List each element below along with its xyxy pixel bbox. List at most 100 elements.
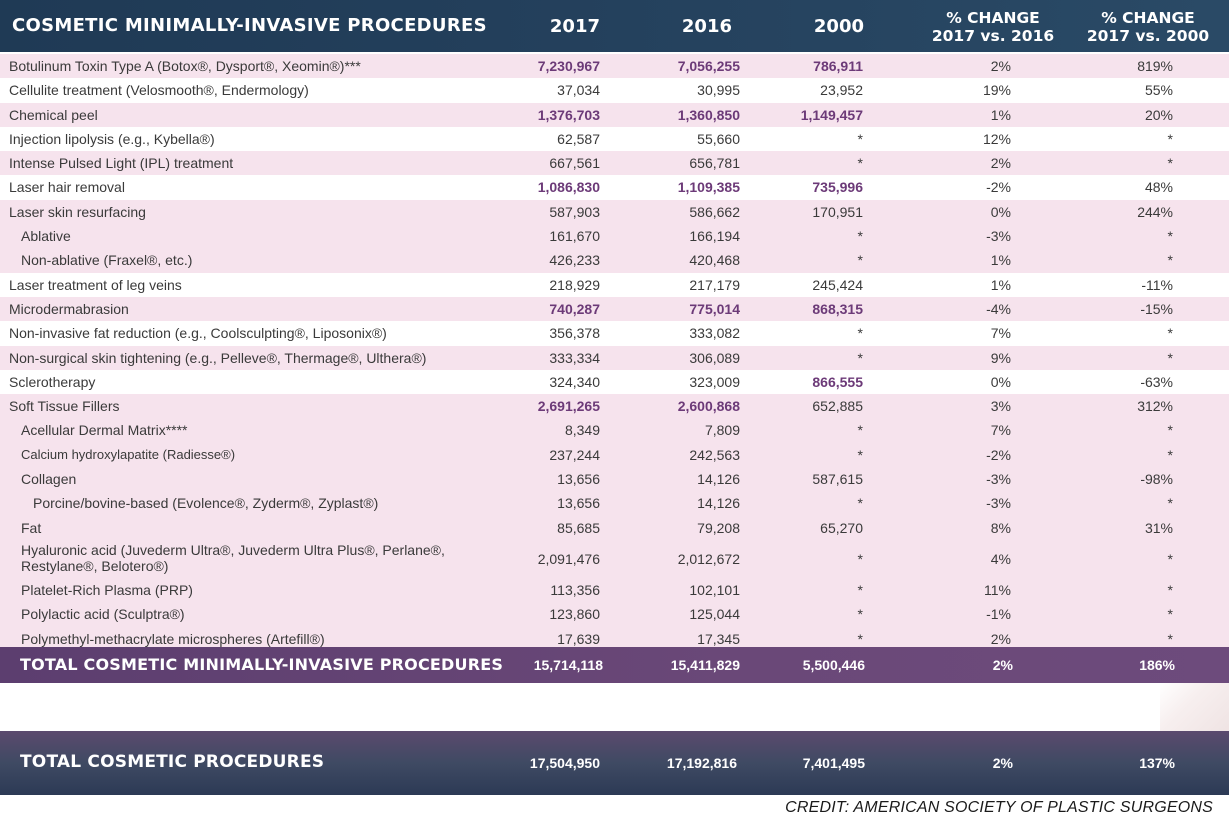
cell-change-2000: 55% bbox=[1144, 82, 1173, 99]
column-header-change-2017-vs-2016: % CHANGE 2017 vs. 2016 bbox=[918, 9, 1068, 45]
row-label: Laser treatment of leg veins bbox=[9, 276, 182, 293]
cell-change-2016: 12% bbox=[982, 130, 1011, 147]
cell-2016: 7,809 bbox=[704, 422, 740, 439]
cell-change-2016: 19% bbox=[982, 82, 1011, 99]
cell-2000: 23,952 bbox=[820, 82, 863, 99]
cell-2016: 2,012,672 bbox=[677, 550, 740, 567]
cell-change-2000: * bbox=[1167, 446, 1173, 463]
cell-2000: 868,315 bbox=[812, 300, 863, 317]
cell-change-2016: 1% bbox=[990, 106, 1011, 123]
cell-2016: 102,101 bbox=[689, 581, 740, 598]
cell-change-2000: -63% bbox=[1140, 373, 1173, 390]
row-label: Non-surgical skin tightening (e.g., Pell… bbox=[9, 349, 427, 366]
table-row: Injection lipolysis (e.g., Kybella®) 62,… bbox=[0, 126, 1229, 152]
cell-2016: 306,089 bbox=[689, 349, 740, 366]
total-change-2000: 186% bbox=[1139, 657, 1175, 673]
row-label: Fat bbox=[21, 519, 42, 536]
cell-change-2016: -2% bbox=[986, 179, 1011, 196]
cell-2017: 123,860 bbox=[549, 606, 600, 623]
cell-change-2000: * bbox=[1167, 349, 1173, 366]
total-change-2000: 137% bbox=[1139, 755, 1175, 771]
cell-2017: 37,034 bbox=[557, 82, 600, 99]
cell-2017: 7,230,967 bbox=[537, 58, 600, 74]
row-label: Cellulite treatment (Velosmooth®, Enderm… bbox=[9, 82, 309, 99]
cell-2016: 242,563 bbox=[689, 446, 740, 463]
cell-2000: * bbox=[857, 606, 863, 623]
cell-change-2000: -98% bbox=[1140, 471, 1173, 488]
cell-change-2016: -3% bbox=[986, 471, 1011, 488]
row-label: Injection lipolysis (e.g., Kybella®) bbox=[9, 130, 215, 147]
cell-change-2000: 244% bbox=[1137, 203, 1173, 220]
cell-change-2016: 2% bbox=[990, 58, 1011, 74]
cell-change-2016: 8% bbox=[990, 519, 1011, 536]
cell-2017: 426,233 bbox=[549, 252, 600, 269]
cell-change-2016: 7% bbox=[990, 422, 1011, 439]
cell-change-2000: 819% bbox=[1137, 58, 1173, 74]
table-row: Fat 85,685 79,208 65,270 8% 31% bbox=[0, 515, 1229, 540]
table-row: Polylactic acid (Sculptra®) 123,860 125,… bbox=[0, 602, 1229, 627]
table-row: Sclerotherapy 324,340 323,009 866,555 0%… bbox=[0, 369, 1229, 395]
cell-2017: 2,691,265 bbox=[537, 398, 600, 415]
cell-2000: * bbox=[857, 155, 863, 172]
cell-2016: 420,468 bbox=[689, 252, 740, 269]
cell-2016: 14,126 bbox=[697, 471, 740, 488]
row-label: Chemical peel bbox=[9, 106, 98, 123]
cell-2016: 1,109,385 bbox=[677, 179, 740, 196]
cell-2000: * bbox=[857, 550, 863, 567]
row-label: Intense Pulsed Light (IPL) treatment bbox=[9, 155, 234, 172]
row-label: Laser hair removal bbox=[9, 179, 125, 196]
table-body: Botulinum Toxin Type A (Botox®, Dysport®… bbox=[0, 54, 1229, 651]
cell-change-2000: 20% bbox=[1144, 106, 1173, 123]
cell-change-2016: 7% bbox=[990, 325, 1011, 342]
cell-2017: 62,587 bbox=[557, 130, 600, 147]
cell-2016: 656,781 bbox=[689, 155, 740, 172]
cell-2016: 775,014 bbox=[689, 300, 740, 317]
row-label: Soft Tissue Fillers bbox=[9, 398, 120, 415]
table-row: Ablative 161,670 166,194 * -3% * bbox=[0, 224, 1229, 249]
total-2000: 7,401,495 bbox=[802, 755, 865, 771]
cell-2000: * bbox=[857, 252, 863, 269]
cell-change-2000: * bbox=[1167, 228, 1173, 245]
total-change-2016: 2% bbox=[992, 657, 1013, 673]
cell-2017: 587,903 bbox=[549, 203, 600, 220]
table-row: Non-surgical skin tightening (e.g., Pell… bbox=[0, 345, 1229, 370]
cell-change-2000: * bbox=[1167, 550, 1173, 567]
cell-change-2016: 2% bbox=[990, 155, 1011, 172]
cell-2017: 13,656 bbox=[557, 495, 600, 512]
row-label: Acellular Dermal Matrix**** bbox=[21, 422, 188, 439]
total-minimally-invasive-row: TOTAL COSMETIC MINIMALLY-INVASIVE PROCED… bbox=[0, 647, 1229, 683]
column-header-line: % CHANGE bbox=[946, 9, 1040, 27]
cell-2017: 85,685 bbox=[557, 519, 600, 536]
cell-2016: 125,044 bbox=[689, 606, 740, 623]
cell-change-2000: * bbox=[1167, 252, 1173, 269]
cell-change-2016: 2% bbox=[990, 630, 1011, 647]
table-row: Non-ablative (Fraxel®, etc.) 426,233 420… bbox=[0, 248, 1229, 273]
table-row: Botulinum Toxin Type A (Botox®, Dysport®… bbox=[0, 54, 1229, 79]
table-row: Laser skin resurfacing 587,903 586,662 1… bbox=[0, 199, 1229, 225]
cell-change-2000: -15% bbox=[1140, 300, 1173, 317]
cell-2000: * bbox=[857, 228, 863, 245]
cell-2000: 245,424 bbox=[812, 276, 863, 293]
row-label: Polymethyl-methacrylate microspheres (Ar… bbox=[21, 630, 325, 647]
cell-change-2016: 0% bbox=[990, 203, 1011, 220]
total-2016: 15,411,829 bbox=[670, 657, 740, 673]
total-2017: 15,714,118 bbox=[533, 657, 603, 673]
table-row: Porcine/bovine-based (Evolence®, Zyderm®… bbox=[0, 491, 1229, 516]
cell-2000: * bbox=[857, 422, 863, 439]
table-row: Laser treatment of leg veins 218,929 217… bbox=[0, 272, 1229, 297]
credit-line: CREDIT: AMERICAN SOCIETY OF PLASTIC SURG… bbox=[785, 799, 1213, 816]
decorative-photo bbox=[1160, 683, 1229, 733]
row-label: Calcium hydroxylapatite (Radiesse®) bbox=[21, 446, 236, 462]
cell-2000: * bbox=[857, 325, 863, 342]
cell-2000: 65,270 bbox=[820, 519, 863, 536]
cell-change-2000: * bbox=[1167, 581, 1173, 598]
table-row: Intense Pulsed Light (IPL) treatment 667… bbox=[0, 151, 1229, 176]
cell-2000: * bbox=[857, 349, 863, 366]
cell-change-2000: 31% bbox=[1144, 519, 1173, 536]
column-header-line: 2017 vs. 2016 bbox=[931, 27, 1055, 45]
cell-2017: 237,244 bbox=[549, 446, 600, 463]
cell-2017: 324,340 bbox=[549, 373, 600, 390]
table-header: COSMETIC MINIMALLY-INVASIVE PROCEDURES 2… bbox=[0, 0, 1229, 52]
total-cosmetic-procedures-row: TOTAL COSMETIC PROCEDURES 17,504,950 17,… bbox=[0, 731, 1229, 795]
row-label: Hyaluronic acid (Juvederm Ultra®, Juvede… bbox=[21, 541, 445, 574]
